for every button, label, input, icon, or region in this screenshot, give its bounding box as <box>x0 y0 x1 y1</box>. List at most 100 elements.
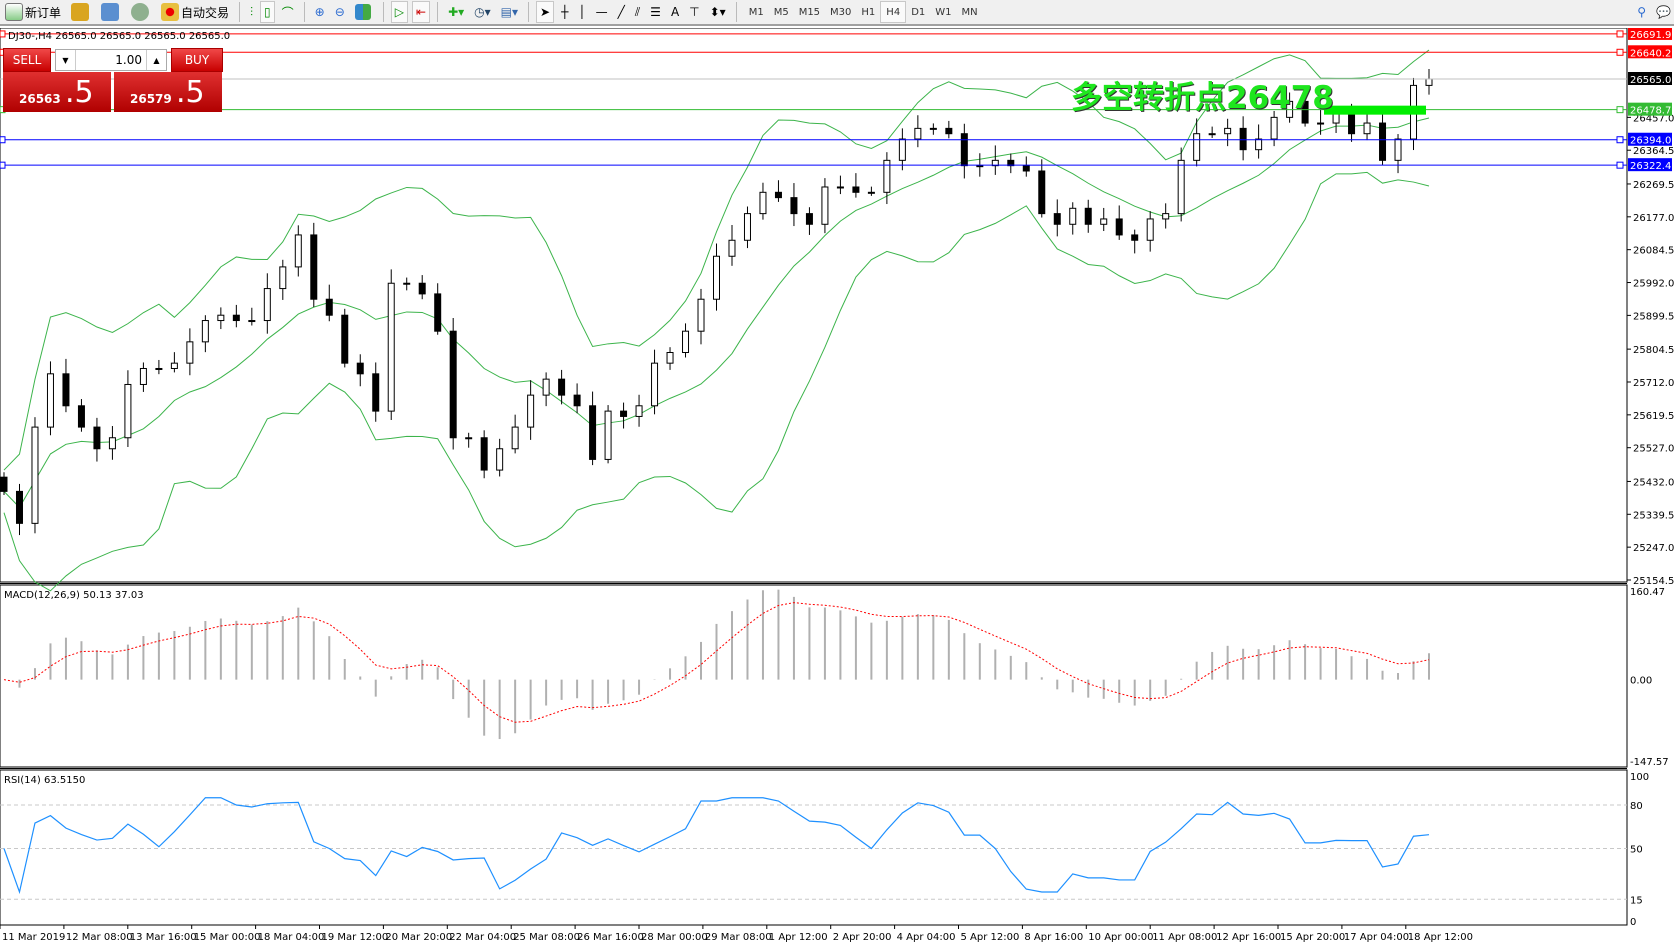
level-handle <box>1616 48 1624 56</box>
signals-button[interactable] <box>128 1 154 23</box>
timeframe-d1[interactable]: D1 <box>911 6 926 18</box>
price-tick-label: 25432.0 <box>1633 477 1674 488</box>
timeframe-m15[interactable]: M15 <box>798 6 821 18</box>
periods-button[interactable]: ◷▾ <box>471 1 494 23</box>
time-label: 11 Mar 2019 <box>2 932 65 943</box>
price-tick-label: 25527.0 <box>1633 444 1674 455</box>
level-handle <box>1616 106 1624 114</box>
candle-body <box>263 288 271 322</box>
timeframe-m30[interactable]: M30 <box>830 6 852 18</box>
main-panel-frame <box>0 28 1628 583</box>
candle-body <box>325 298 333 316</box>
price-tick-label: 25619.5 <box>1633 411 1674 422</box>
sell-button[interactable]: SELL <box>3 48 51 72</box>
candle-body <box>682 330 690 354</box>
crosshair-button[interactable]: ┼ <box>558 1 571 23</box>
candle-body <box>945 127 953 135</box>
chart-shift-button[interactable]: ⇤ <box>412 1 431 23</box>
timeframe-h4[interactable]: H4 <box>880 1 907 23</box>
volume-input[interactable]: 1.00 <box>115 53 142 67</box>
price-tick-label: 26269.5 <box>1633 180 1674 191</box>
market-watch-button[interactable] <box>68 1 94 23</box>
fibonacci-button[interactable]: ☰ <box>647 1 664 23</box>
volume-stepper[interactable]: ▼ 1.00 ▲ <box>55 49 167 71</box>
candle-body <box>836 186 844 189</box>
level-handle <box>0 136 6 144</box>
tile-windows-button[interactable] <box>352 1 376 23</box>
candle-chart-button[interactable]: ▯ <box>260 1 275 23</box>
market-watch-icon <box>71 3 90 21</box>
time-label: 29 Mar 08:00 <box>705 932 772 943</box>
one-click-trading-panel: SELL ▼ 1.00 ▲ BUY 26563.5 26579.5 <box>3 48 223 112</box>
volume-decrease-button[interactable]: ▼ <box>56 50 76 70</box>
candle-body <box>713 255 720 300</box>
candle-body <box>186 341 194 364</box>
timeframe-m1[interactable]: M1 <box>748 6 764 18</box>
buy-button[interactable]: BUY <box>171 48 223 72</box>
zoom-in-button[interactable]: ⊕ <box>312 1 328 23</box>
arrows-button[interactable]: ⬍▾ <box>707 1 729 23</box>
price-tick-label: 25712.0 <box>1633 378 1674 389</box>
rsi-panel-frame <box>0 769 1628 926</box>
candle-body <box>170 362 178 369</box>
cursor-button[interactable]: ➤ <box>536 1 555 23</box>
search-button[interactable]: ⚲ <box>1634 1 1649 23</box>
auto-trading-button[interactable]: 自动交易 <box>158 1 232 23</box>
pivot-annotation: 多空转折点26478 <box>1071 80 1334 116</box>
price-level-tag <box>1628 132 1672 146</box>
candle-body <box>1022 165 1030 172</box>
navigator-button[interactable] <box>98 1 124 23</box>
horizontal-line-button[interactable]: — <box>593 1 611 23</box>
timeframe-mn[interactable]: MN <box>961 6 978 18</box>
price-level-tag <box>1628 28 1672 40</box>
text-label-button[interactable]: ⊤ <box>686 1 702 23</box>
level-handle <box>1616 136 1624 144</box>
candle-body <box>1069 207 1077 225</box>
volume-increase-button[interactable]: ▲ <box>146 50 166 70</box>
buy-price[interactable]: 26579.5 <box>114 72 222 112</box>
time-label: 19 Mar 12:00 <box>322 932 389 943</box>
time-label: 25 Mar 08:00 <box>513 932 580 943</box>
chart-area[interactable]: 26457.0 26364.5 26269.5 26177.0 26084.5 25992… <box>0 28 1674 947</box>
new-order-button[interactable]: 新订单 <box>2 1 64 23</box>
candle-body <box>1162 213 1170 220</box>
candle-body <box>1053 213 1061 225</box>
candle-body <box>46 373 54 428</box>
candle-body <box>341 314 349 364</box>
price-level-label: 26394.0 <box>1630 136 1671 147</box>
candle-body <box>1084 207 1092 225</box>
text-label-icon: ⊤ <box>689 5 700 19</box>
autoscroll-button[interactable]: ▷ <box>390 1 409 23</box>
indicators-button[interactable]: ✚▾ <box>445 1 467 23</box>
timeframe-h1[interactable]: H1 <box>861 6 876 18</box>
text-button[interactable]: A <box>668 1 682 23</box>
time-label: 11 Apr 08:00 <box>1152 932 1217 943</box>
price-level-label: 26478.7 <box>1630 106 1671 117</box>
equidistant-channel-button[interactable]: ⫽ <box>632 1 643 23</box>
candle-body <box>929 127 937 130</box>
candle-body <box>387 282 395 412</box>
bar-chart-button[interactable]: ⫶ <box>247 1 256 23</box>
zoom-in-icon: ⊕ <box>314 5 325 19</box>
bar-chart-icon: ⫶ <box>250 4 254 19</box>
price-level-tag <box>1628 158 1672 172</box>
sell-price[interactable]: 26563.5 <box>3 72 111 112</box>
candle-body <box>666 352 674 364</box>
templates-button[interactable]: ▤▾ <box>498 1 521 23</box>
time-label: 26 Mar 16:00 <box>577 932 644 943</box>
timeframe-m5[interactable]: M5 <box>773 6 789 18</box>
candle-body <box>124 383 132 439</box>
candle-body <box>0 476 8 492</box>
cursor-icon: ➤ <box>540 5 551 19</box>
timeframe-w1[interactable]: W1 <box>935 6 952 18</box>
crosshair-icon: ┼ <box>561 5 569 19</box>
horizontal-line-icon: — <box>595 5 608 19</box>
fibonacci-icon: ☰ <box>650 5 661 19</box>
zoom-out-button[interactable]: ⊖ <box>332 1 348 23</box>
trendline-button[interactable]: ╱ <box>615 1 628 23</box>
price-tick-label: 26084.5 <box>1633 246 1674 257</box>
line-chart-button[interactable]: ⌒ <box>279 1 297 23</box>
separator <box>239 2 241 22</box>
chat-button[interactable]: 💬 <box>1653 1 1674 23</box>
vertical-line-button[interactable]: │ <box>575 1 588 23</box>
